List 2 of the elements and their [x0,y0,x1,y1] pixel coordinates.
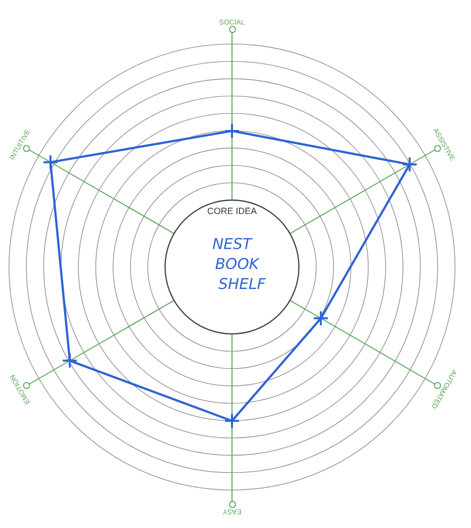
text: CORE IDEA [207,206,257,216]
text: NEST BOOK SHELF [212,234,266,293]
